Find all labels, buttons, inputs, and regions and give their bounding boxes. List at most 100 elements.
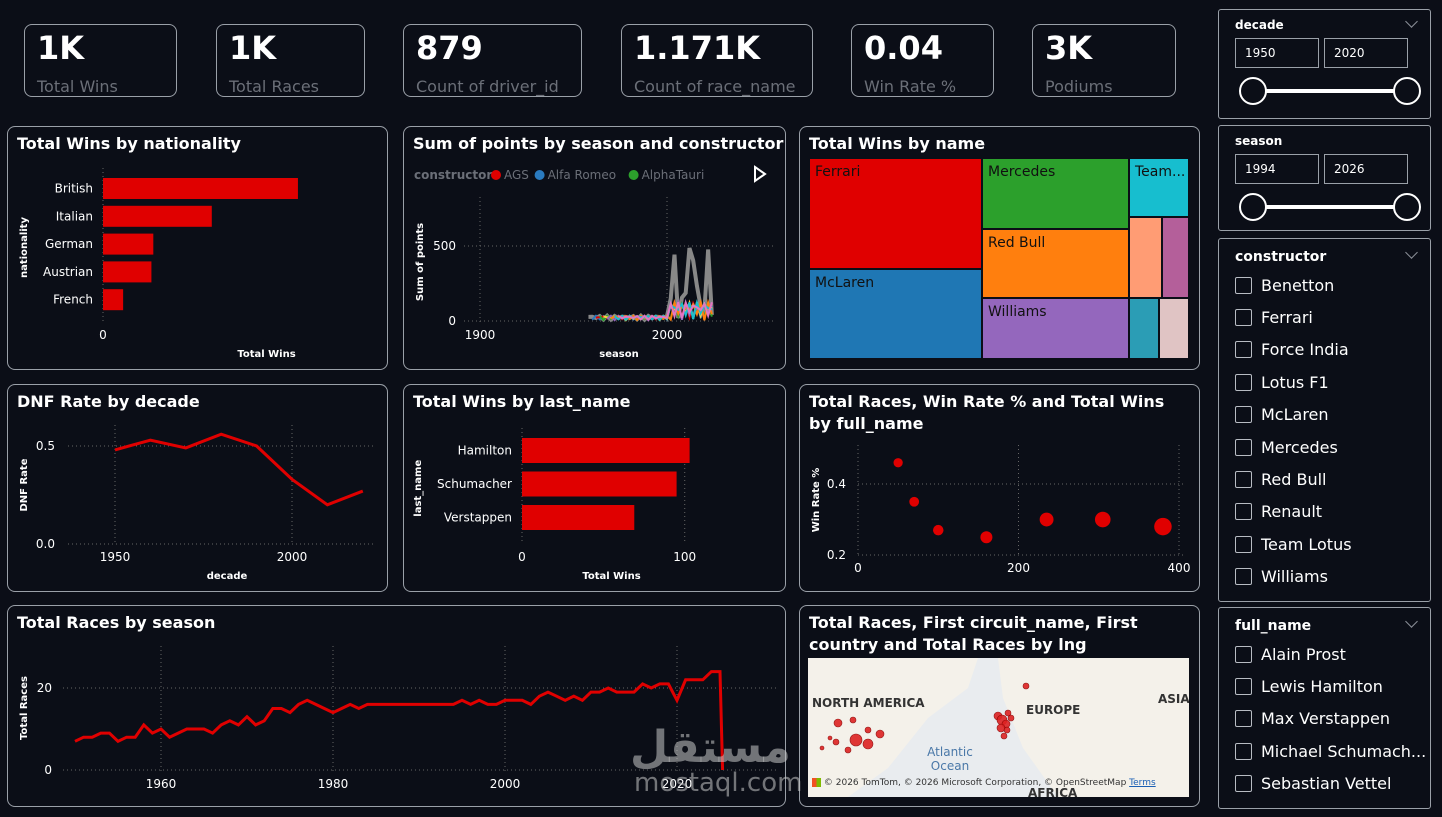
y-tick-label: 0.4 xyxy=(827,477,846,491)
visual-wins-by-name[interactable]: Total Wins by name Ferrari McLaren Merce… xyxy=(799,126,1200,370)
full-name-item[interactable]: Max Verstappen xyxy=(1235,706,1390,732)
kpi-label: Count of driver_id xyxy=(416,77,559,96)
visual-title: Total Wins by name xyxy=(809,134,986,153)
kpi-label: Total Races xyxy=(229,77,319,96)
treemap-cell-redbull[interactable]: Red Bull xyxy=(983,230,1128,297)
legend-swatch xyxy=(491,170,501,180)
map-bubble xyxy=(832,738,840,746)
range-to-input[interactable]: 2026 xyxy=(1324,154,1408,184)
dnf-line xyxy=(114,432,364,507)
kpi-count-driver[interactable]: 879 Count of driver_id xyxy=(403,24,582,97)
range-handle-min[interactable] xyxy=(1239,77,1267,105)
map-canvas[interactable]: NORTH AMERICA EUROPE ASIA Atlantic Ocean… xyxy=(808,658,1189,797)
kpi-total-wins[interactable]: 1K Total Wins xyxy=(24,24,177,97)
checkbox[interactable] xyxy=(1235,406,1252,424)
x-tick-label: 2000 xyxy=(652,328,683,342)
range-handle-max[interactable] xyxy=(1393,193,1421,221)
checkbox[interactable] xyxy=(1235,470,1252,488)
checkbox[interactable] xyxy=(1235,568,1252,586)
visual-races-by-season[interactable]: Total Races by season 0 20 1960 1980 2000 202… xyxy=(7,605,786,807)
range-handle-min[interactable] xyxy=(1239,193,1267,221)
treemap-cell-other-2[interactable] xyxy=(1163,218,1188,297)
treemap-cell-williams[interactable]: Williams xyxy=(983,299,1128,358)
full-name-item[interactable]: Sebastian Vettel xyxy=(1235,771,1391,797)
bar xyxy=(103,178,298,199)
category-label: Austrian xyxy=(43,265,93,279)
checkbox[interactable] xyxy=(1235,645,1252,663)
range-handle-max[interactable] xyxy=(1393,77,1421,105)
constructor-series-line xyxy=(588,247,714,323)
category-label: French xyxy=(53,293,93,307)
checkbox[interactable] xyxy=(1235,276,1252,294)
visual-title: Total Races by season xyxy=(17,613,216,632)
constructor-item[interactable]: Team Lotus xyxy=(1235,531,1352,557)
category-label: German xyxy=(45,237,93,251)
treemap-cell-other-4[interactable] xyxy=(1160,299,1188,358)
category-label: Schumacher xyxy=(437,477,512,491)
checkbox[interactable] xyxy=(1235,438,1252,456)
kpi-total-races[interactable]: 1K Total Races xyxy=(216,24,365,97)
x-tick-label: 2000 xyxy=(277,550,308,564)
constructor-item[interactable]: Red Bull xyxy=(1235,466,1327,492)
scatter-point xyxy=(1154,517,1172,536)
constructor-item[interactable]: Ferrari xyxy=(1235,304,1313,330)
chevron-down-icon[interactable] xyxy=(1405,615,1418,628)
visual-wins-by-lastname[interactable]: Total Wins by last_name 0 100 Hamilton Schu… xyxy=(403,384,786,592)
map-terms-link[interactable]: Terms xyxy=(1129,778,1156,788)
slicer-decade[interactable]: decade 1950 2020 xyxy=(1218,9,1431,119)
chevron-down-icon[interactable] xyxy=(1405,15,1418,28)
constructor-item[interactable]: Williams xyxy=(1235,564,1328,590)
visual-title: Total Races, First circuit_name, First c… xyxy=(809,613,1138,654)
slicer-constructor[interactable]: constructor Benetton Ferrari Force India Lo… xyxy=(1218,238,1431,602)
slicer-season[interactable]: season 1994 2026 xyxy=(1218,125,1431,231)
checkbox[interactable] xyxy=(1235,775,1252,793)
constructor-item-label: Mercedes xyxy=(1261,437,1338,457)
x-tick-label: 1980 xyxy=(318,777,349,791)
slicer-full-name[interactable]: full_name Alain Prost Lewis Hamilton Max V… xyxy=(1218,607,1431,809)
constructor-item-label: Red Bull xyxy=(1261,469,1327,489)
constructor-item[interactable]: Lotus F1 xyxy=(1235,369,1329,395)
x-axis-title: Total Wins xyxy=(582,571,640,582)
treemap-cell-other-1[interactable] xyxy=(1130,218,1161,297)
treemap-cell-ferrari[interactable]: Ferrari xyxy=(810,159,981,268)
visual-scatter-fullname[interactable]: Total Races, Win Rate % and Total Wins b… xyxy=(799,384,1200,592)
watermark-arabic: مستقل xyxy=(630,722,791,773)
range-from-input[interactable]: 1950 xyxy=(1235,38,1319,68)
checkbox[interactable] xyxy=(1235,710,1252,728)
kpi-label: Count of race_name xyxy=(634,77,796,96)
constructor-item[interactable]: Force India xyxy=(1235,337,1349,363)
checkbox[interactable] xyxy=(1235,503,1252,521)
range-to-input[interactable]: 2020 xyxy=(1324,38,1408,68)
range-from-input[interactable]: 1994 xyxy=(1235,154,1319,184)
checkbox[interactable] xyxy=(1235,341,1252,359)
treemap-cell-other-3[interactable] xyxy=(1130,299,1158,358)
checkbox[interactable] xyxy=(1235,373,1252,391)
checkbox[interactable] xyxy=(1235,742,1252,760)
treemap-cell-team[interactable]: Team... xyxy=(1130,159,1188,216)
kpi-win-rate[interactable]: 0.04 Win Rate % xyxy=(851,24,994,97)
kpi-podiums[interactable]: 3K Podiums xyxy=(1032,24,1176,97)
slicer-title: season xyxy=(1235,134,1283,148)
x-tick-label: 2000 xyxy=(490,777,521,791)
constructor-item-label: Benetton xyxy=(1261,275,1335,295)
constructor-item[interactable]: Renault xyxy=(1235,499,1322,525)
checkbox[interactable] xyxy=(1235,677,1252,695)
constructor-item[interactable]: Mercedes xyxy=(1235,434,1338,460)
visual-wins-by-nationality[interactable]: Total Wins by nationality 0500BritishIta… xyxy=(7,126,388,370)
treemap-cell-mercedes[interactable]: Mercedes xyxy=(983,159,1128,228)
constructor-item[interactable]: McLaren xyxy=(1235,402,1329,428)
checkbox[interactable] xyxy=(1235,308,1252,326)
visual-points-by-season[interactable]: Sum of points by season and constructor … xyxy=(403,126,786,370)
kpi-count-race-name[interactable]: 1.171K Count of race_name xyxy=(621,24,813,97)
checkbox[interactable] xyxy=(1235,535,1252,553)
constructor-item-label: Renault xyxy=(1261,502,1323,522)
treemap-cell-mclaren[interactable]: McLaren xyxy=(810,270,981,358)
full-name-item[interactable]: Alain Prost xyxy=(1235,641,1346,667)
visual-dnf-rate[interactable]: DNF Rate by decade 0.0 0.5 1950 2000 decade D… xyxy=(7,384,388,592)
full-name-item[interactable]: Lewis Hamilton xyxy=(1235,673,1383,699)
constructor-item[interactable]: Benetton xyxy=(1235,272,1334,298)
slicer-title: constructor xyxy=(1235,249,1327,265)
kpi-label: Win Rate % xyxy=(864,77,957,96)
full-name-item[interactable]: Michael Schumach... xyxy=(1235,738,1426,764)
chevron-down-icon[interactable] xyxy=(1405,246,1418,259)
